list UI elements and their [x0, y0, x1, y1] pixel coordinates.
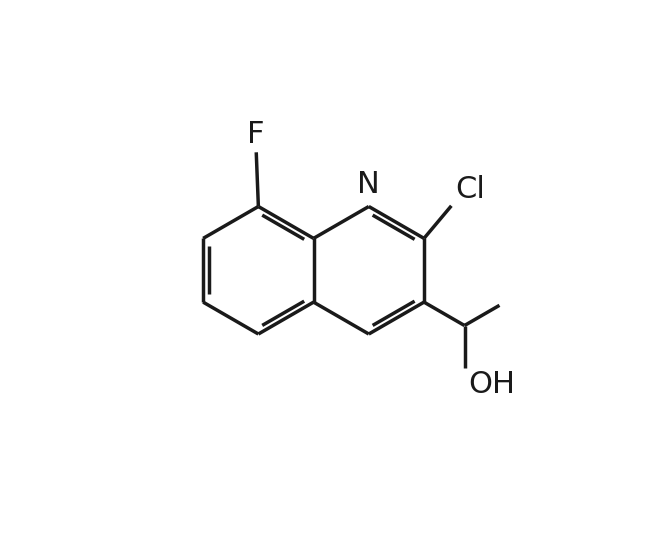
- Text: OH: OH: [468, 370, 515, 399]
- Text: F: F: [247, 120, 265, 149]
- Text: N: N: [357, 170, 380, 199]
- Text: Cl: Cl: [456, 174, 486, 204]
